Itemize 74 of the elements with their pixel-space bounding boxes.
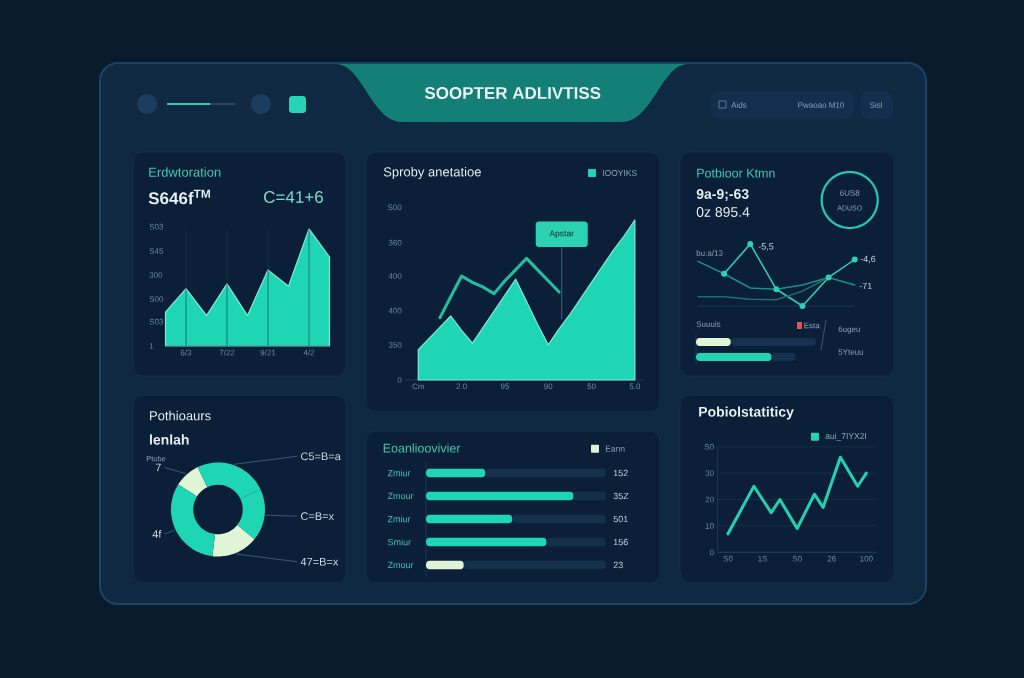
text: SOOPTER ADLIVTISS xyxy=(424,86,601,100)
chart-subtitle: lenlah xyxy=(149,434,189,445)
slice-label: 47=B=x xyxy=(300,558,339,566)
x-tick-label: 4/2 xyxy=(303,349,315,356)
chart-title: Pothioaurs xyxy=(150,410,211,421)
x-tick-label: 50 xyxy=(587,383,596,390)
text: 35Z xyxy=(613,492,629,500)
annotation: bu:a/13 xyxy=(696,250,723,256)
y-tick-label: S0 xyxy=(704,443,714,450)
text: S45 xyxy=(149,248,164,254)
text: S00 xyxy=(387,204,402,211)
text: 1 xyxy=(149,343,154,349)
annotation: Apstar xyxy=(549,230,574,238)
text: 23 xyxy=(613,561,623,569)
text: 501 xyxy=(613,515,628,523)
text: Suuuis xyxy=(696,321,721,327)
text: S00 xyxy=(149,296,164,302)
x-tick-label: 26 xyxy=(827,555,836,562)
text: 156 xyxy=(613,538,628,546)
x-tick-label: 95 xyxy=(500,383,510,390)
chart-title: Sproby anetatioe xyxy=(383,166,481,180)
text: Esta xyxy=(804,322,820,329)
text: 152 xyxy=(613,469,628,477)
x-tick-label: 1S xyxy=(758,555,768,562)
annotation: -5,5 xyxy=(758,243,774,251)
y-tick-label: 30 xyxy=(705,470,714,476)
text: -4,6 xyxy=(860,255,876,264)
y-tick-label: Zmiur xyxy=(387,469,411,477)
chart-title: Eoanlioovivier xyxy=(383,443,461,453)
text: 0z 895.4 xyxy=(696,207,750,217)
y-tick-label: 0 xyxy=(709,549,714,556)
y-tick-label: Smiur xyxy=(387,538,411,546)
x-tick-label: 5.0 xyxy=(629,383,641,390)
text: 300 xyxy=(149,272,163,278)
legend-label: aui_7IYX2I xyxy=(825,432,867,441)
x-tick-label: 100 xyxy=(860,555,873,562)
text: 5Yteuu xyxy=(838,349,864,355)
x-tick-label: S0 xyxy=(792,555,802,562)
text: 400 xyxy=(388,273,402,279)
chart-title: Erdwtoration xyxy=(149,167,221,177)
slice-label: 7 xyxy=(155,463,161,472)
x-tick-label: Cm xyxy=(412,383,424,390)
text: Aids xyxy=(731,102,747,108)
x-tick-label: 6/3 xyxy=(180,349,192,356)
text: 400 xyxy=(388,307,402,314)
y-tick-label: 20 xyxy=(705,496,714,503)
text: Sisl xyxy=(869,102,882,108)
text: S03 xyxy=(149,318,164,325)
chart-title: Potbioor Ktmn xyxy=(697,168,775,178)
text: 6ogeu xyxy=(838,326,860,334)
legend-label: IOOYIKS xyxy=(602,169,637,176)
y-tick-label: Zmour xyxy=(387,492,414,500)
chart-title: Pobiolstatiticy xyxy=(699,406,794,420)
y-tick-label: Zmour xyxy=(387,561,414,569)
text: Pwaoao M10 xyxy=(798,102,845,108)
text: 6US8 xyxy=(840,190,860,196)
chart-subtitle: 9a-9;-63 xyxy=(696,189,749,201)
y-tick-label: 10 xyxy=(705,523,714,529)
x-tick-label: 9/21 xyxy=(260,349,276,356)
text: 360 xyxy=(388,239,402,246)
chart-subtitle: S646f$^{TM}$ xyxy=(148,189,210,205)
x-tick-label: 2.0 xyxy=(456,383,467,390)
slice-label: C=B=x xyxy=(301,512,334,521)
legend-label: Eann xyxy=(605,445,625,452)
text: C=41+6 xyxy=(264,190,323,204)
slice-label: 4f xyxy=(152,529,162,538)
x-tick-label: 7/22 xyxy=(219,349,235,356)
text: -71 xyxy=(859,282,872,290)
text: 350 xyxy=(388,342,402,348)
slice-label: C5=B=a xyxy=(301,452,341,461)
y-tick-label: Zmiur xyxy=(387,515,411,523)
x-tick-label: S0 xyxy=(723,555,733,562)
text: S03 xyxy=(149,223,164,230)
x-tick-label: 90 xyxy=(544,383,553,390)
